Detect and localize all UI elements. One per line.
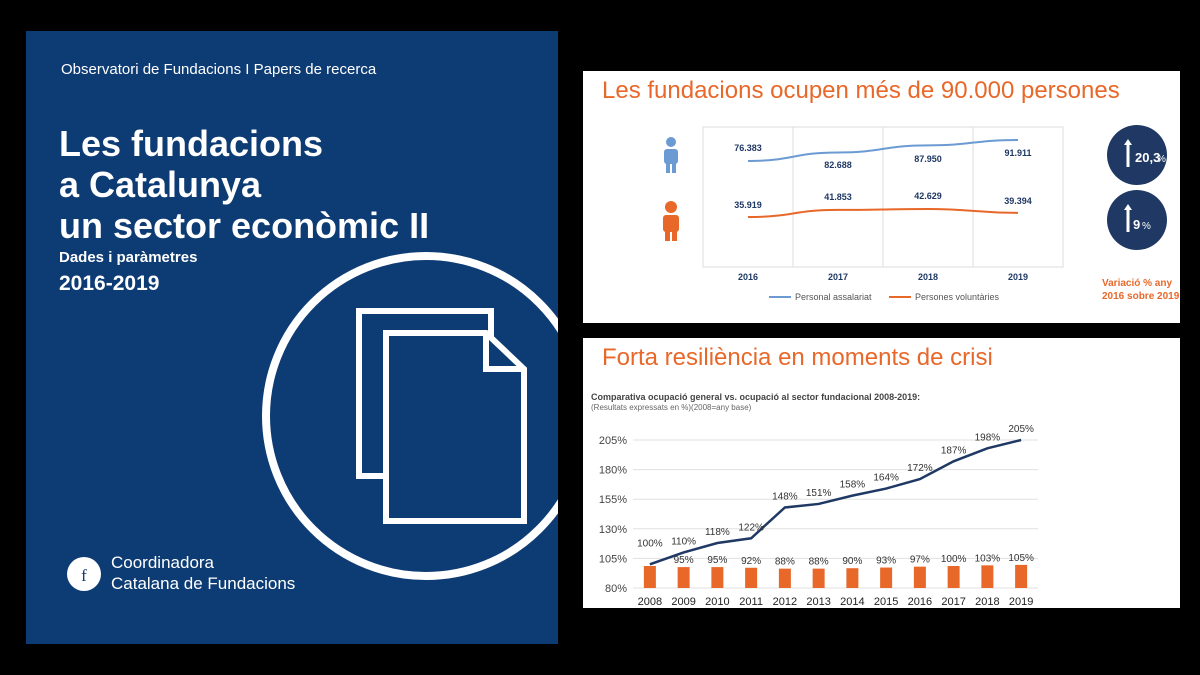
series-name: Observatori de Fundacions I Papers de re… xyxy=(61,61,377,78)
bar xyxy=(745,567,758,588)
x-tick-label: 2012 xyxy=(773,596,797,608)
org-name-line-2: Catalana de Fundacions xyxy=(111,574,296,593)
bar-label: 88% xyxy=(809,557,829,568)
svg-text:20,3: 20,3 xyxy=(1135,150,1160,165)
bar-label: 100% xyxy=(941,554,967,565)
variation-badge-employees: 20,3 % xyxy=(1107,125,1167,185)
series-line-0 xyxy=(747,139,1019,162)
cover-title-line-2: a Catalunya xyxy=(59,164,262,205)
x-tick-label: 2018 xyxy=(918,272,938,282)
x-tick-label: 2019 xyxy=(1008,272,1028,282)
data-label: 91.911 xyxy=(1004,148,1031,158)
line-label: 100% xyxy=(637,538,663,549)
y-tick-label: 105% xyxy=(599,553,627,565)
line-label: 122% xyxy=(738,522,764,533)
svg-text:%: % xyxy=(1157,154,1166,165)
bar-label: 90% xyxy=(842,556,862,567)
bar xyxy=(947,566,960,588)
y-tick-label: 155% xyxy=(599,494,627,506)
x-tick-label: 2011 xyxy=(739,596,763,608)
data-label: 82.688 xyxy=(824,160,852,170)
document-icon: f xyxy=(67,252,558,591)
x-tick-label: 2016 xyxy=(908,596,932,608)
line-label: 118% xyxy=(705,527,730,538)
bar-label: 88% xyxy=(775,557,795,568)
data-label: 76.383 xyxy=(734,143,762,153)
line-label: 148% xyxy=(772,491,798,502)
cover-title-line-3: un sector econòmic II xyxy=(59,205,430,246)
bar xyxy=(677,567,690,588)
x-tick-label: 2015 xyxy=(874,596,898,608)
data-label: 39.394 xyxy=(1004,196,1032,206)
data-label: 87.950 xyxy=(914,154,942,164)
line-label: 187% xyxy=(941,445,967,456)
y-tick-label: 180% xyxy=(599,465,627,477)
volunteer-person-icon xyxy=(663,201,679,241)
legend-label: Personal assalariat xyxy=(795,292,872,302)
cover-title-line-1: Les fundacions xyxy=(59,123,324,164)
report-cover: f Observatori de Fundacions I Papers de … xyxy=(26,31,558,644)
svg-text:9: 9 xyxy=(1133,217,1140,232)
chart-1-title: Les fundacions ocupen més de 90.000 pers… xyxy=(602,77,1120,104)
y-tick-label: 130% xyxy=(599,524,627,536)
line-label: 151% xyxy=(806,488,832,499)
bar xyxy=(1015,564,1028,588)
svg-text:f: f xyxy=(81,566,87,585)
bar-label: 105% xyxy=(1008,553,1034,564)
bar-label: 95% xyxy=(707,555,727,566)
series-line-1 xyxy=(747,207,1019,218)
svg-text:%: % xyxy=(1142,221,1151,232)
legend-label: Persones voluntàries xyxy=(915,292,1000,302)
line-label: 205% xyxy=(1008,424,1034,435)
chart-2-note: (Resultats expressats en %)(2008=any bas… xyxy=(591,403,752,412)
bar-label: 92% xyxy=(741,556,761,567)
x-tick-label: 2017 xyxy=(828,272,848,282)
y-tick-label: 205% xyxy=(599,435,627,447)
bar-label: 97% xyxy=(910,555,930,566)
employment-line-chart: 20,3 % 9 % 2016 2017 2018 2019 76.383 82.688 8… xyxy=(663,125,1167,302)
bar-label: 103% xyxy=(975,553,1001,564)
y-tick-label: 80% xyxy=(605,583,627,595)
cover-years: 2016-2019 xyxy=(59,272,160,295)
cover-subtitle: Dades i paràmetres xyxy=(59,249,198,266)
x-tick-label: 2018 xyxy=(975,596,999,608)
resilience-bar-line-chart: 205% 180% 155% 130% 105% 80% 2008 2009 2010 2011 2… xyxy=(599,424,1038,608)
data-label: 42.629 xyxy=(914,191,942,201)
x-tick-label: 2016 xyxy=(738,272,758,282)
chart-2-subtitle: Comparativa ocupació general vs. ocupaci… xyxy=(591,392,921,402)
line-label: 110% xyxy=(671,536,696,547)
line-label: 164% xyxy=(873,473,899,484)
bar xyxy=(981,565,994,588)
bar xyxy=(711,567,724,588)
x-tick-label: 2019 xyxy=(1009,596,1033,608)
bar xyxy=(812,568,825,588)
bar-label: 95% xyxy=(674,555,694,566)
line-label: 172% xyxy=(907,463,933,474)
bar xyxy=(913,566,926,588)
resilience-chart-panel: Forta resiliència en moments de crisi Co… xyxy=(583,338,1180,608)
data-label: 35.919 xyxy=(734,200,762,210)
bar xyxy=(846,568,859,588)
org-name-line-1: Coordinadora xyxy=(111,553,215,572)
x-tick-label: 2013 xyxy=(806,596,830,608)
variation-note: Variació % any 2016 sobre 2019 xyxy=(1102,278,1180,302)
x-tick-label: 2009 xyxy=(671,596,695,608)
variation-badge-volunteers: 9 % xyxy=(1107,190,1167,250)
bar xyxy=(778,568,791,588)
x-tick-label: 2017 xyxy=(941,596,965,608)
x-tick-label: 2014 xyxy=(840,596,864,608)
employee-person-icon xyxy=(664,137,678,173)
x-tick-label: 2008 xyxy=(638,596,662,608)
data-label: 41.853 xyxy=(824,192,852,202)
bar-label: 93% xyxy=(876,556,896,567)
line-label: 158% xyxy=(840,480,866,491)
bar xyxy=(880,567,893,588)
x-tick-label: 2010 xyxy=(705,596,729,608)
bar xyxy=(643,566,656,588)
foundation-sector-line xyxy=(649,438,1022,566)
line-label: 198% xyxy=(975,432,1001,443)
chart-2-title: Forta resiliència en moments de crisi xyxy=(602,344,993,371)
employment-chart-panel: Les fundacions ocupen més de 90.000 pers… xyxy=(583,71,1180,323)
